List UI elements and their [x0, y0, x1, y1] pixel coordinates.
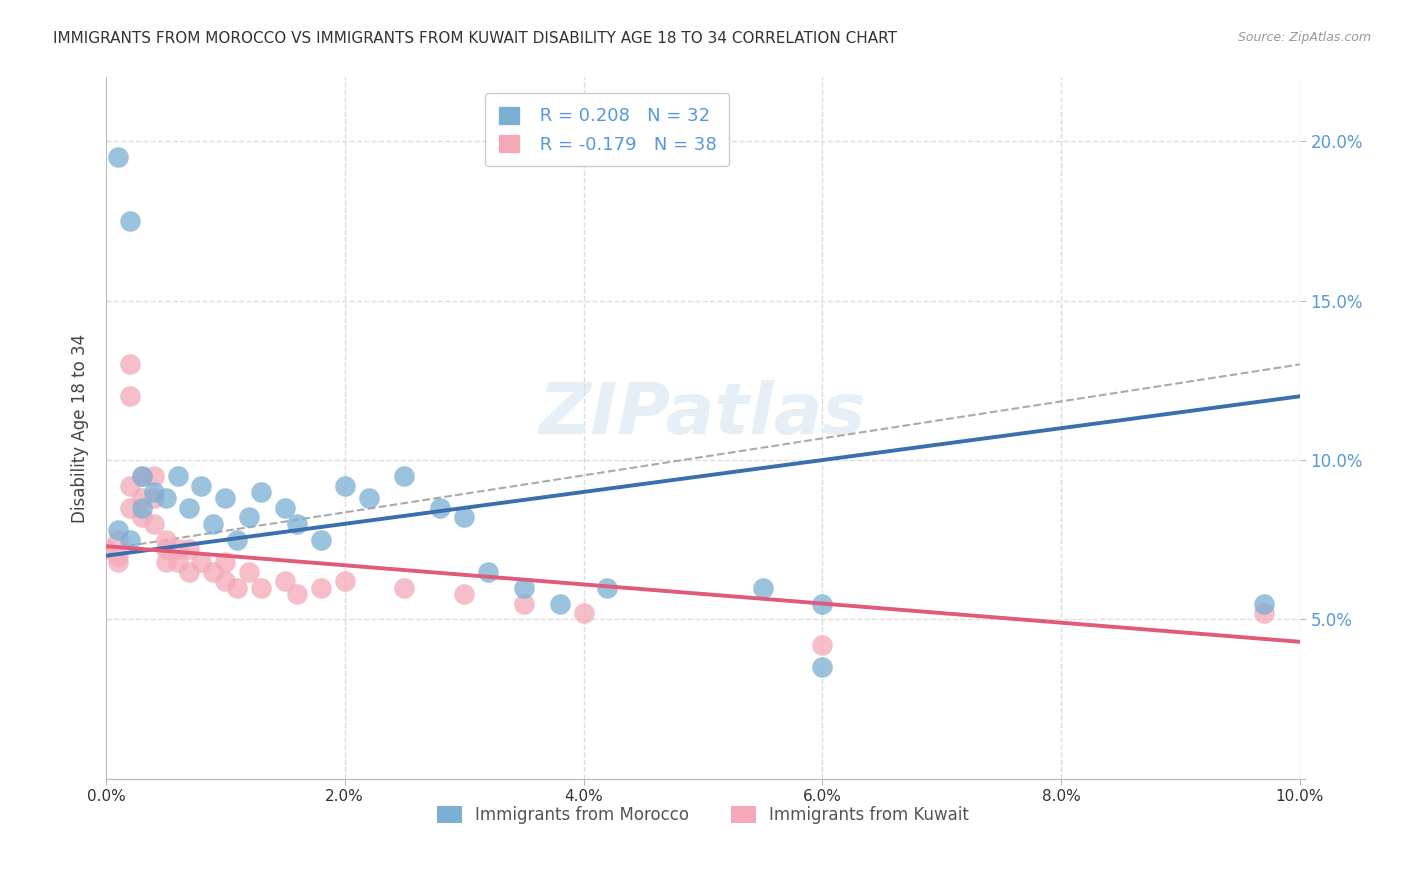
Text: IMMIGRANTS FROM MOROCCO VS IMMIGRANTS FROM KUWAIT DISABILITY AGE 18 TO 34 CORREL: IMMIGRANTS FROM MOROCCO VS IMMIGRANTS FR… [53, 31, 897, 46]
Point [131, 510, 153, 524]
Point [190, 555, 212, 569]
Point [394, 581, 416, 595]
Point [118, 389, 141, 403]
Point [214, 555, 236, 569]
Point [429, 500, 451, 515]
Point [274, 500, 297, 515]
Point [155, 555, 177, 569]
Point [190, 478, 212, 492]
Point [142, 516, 165, 531]
Point [572, 606, 595, 620]
Point [238, 510, 260, 524]
Point [285, 516, 308, 531]
Point [155, 491, 177, 506]
Point [285, 587, 308, 601]
Point [118, 500, 141, 515]
Point [309, 533, 332, 547]
Point [477, 565, 499, 579]
Point [166, 469, 188, 483]
Point [118, 533, 141, 547]
Point [811, 597, 834, 611]
Point [513, 581, 536, 595]
Point [166, 555, 188, 569]
Point [333, 574, 356, 589]
Point [811, 638, 834, 652]
Point [131, 469, 153, 483]
Point [274, 574, 297, 589]
Point [131, 491, 153, 506]
Point [202, 565, 225, 579]
Point [155, 533, 177, 547]
Point [179, 565, 201, 579]
Point [751, 581, 773, 595]
Point [394, 469, 416, 483]
Y-axis label: Disability Age 18 to 34: Disability Age 18 to 34 [72, 334, 89, 523]
Point [179, 500, 201, 515]
Point [142, 469, 165, 483]
Point [596, 581, 619, 595]
Point [453, 510, 475, 524]
Point [214, 574, 236, 589]
Point [118, 358, 141, 372]
Point [179, 542, 201, 557]
Point [155, 542, 177, 557]
Point [513, 597, 536, 611]
Point [131, 469, 153, 483]
Point [453, 587, 475, 601]
Point [118, 214, 141, 228]
Point [94, 542, 117, 557]
Point [107, 533, 129, 547]
Point [131, 500, 153, 515]
Point [142, 485, 165, 500]
Point [214, 491, 236, 506]
Point [1253, 597, 1275, 611]
Point [142, 491, 165, 506]
Text: ZIPatlas: ZIPatlas [540, 380, 866, 449]
Point [309, 581, 332, 595]
Point [107, 555, 129, 569]
Point [250, 581, 273, 595]
Point [107, 549, 129, 563]
Point [107, 150, 129, 164]
Point [357, 491, 380, 506]
Point [548, 597, 571, 611]
Point [226, 581, 249, 595]
Point [238, 565, 260, 579]
Point [1253, 606, 1275, 620]
Point [202, 516, 225, 531]
Legend: Immigrants from Morocco, Immigrants from Kuwait: Immigrants from Morocco, Immigrants from… [427, 796, 979, 834]
Point [226, 533, 249, 547]
Point [107, 523, 129, 537]
Point [166, 542, 188, 557]
Text: Source: ZipAtlas.com: Source: ZipAtlas.com [1237, 31, 1371, 45]
Point [811, 660, 834, 674]
Point [333, 478, 356, 492]
Point [250, 485, 273, 500]
Point [118, 478, 141, 492]
